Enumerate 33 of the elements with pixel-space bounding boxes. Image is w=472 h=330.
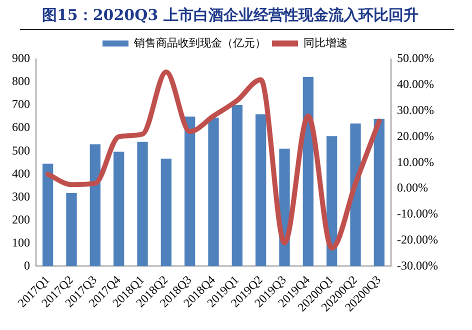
y-tick-label: 100: [12, 235, 30, 250]
bar: [374, 118, 384, 266]
y2-tick-label: 30.00%: [397, 102, 434, 117]
bar: [232, 105, 242, 266]
bar: [114, 152, 124, 266]
legend-label: 同比增速: [304, 36, 348, 50]
y-tick-label: 400: [12, 166, 30, 180]
bar: [256, 114, 266, 266]
y2-tick-label: 0.00%: [397, 180, 428, 195]
y-tick-label: 800: [12, 74, 30, 88]
bar: [208, 118, 219, 266]
y-tick-label: 700: [12, 97, 30, 112]
y-tick-label: 0: [24, 258, 30, 272]
y-tick-label: 200: [12, 212, 30, 226]
y2-tick-label: -10.00%: [397, 206, 438, 221]
bar: [66, 193, 77, 266]
bar: [42, 164, 54, 266]
y2-tick-label: 50.00%: [397, 51, 434, 66]
y2-tick-label: 20.00%: [397, 128, 434, 143]
y-tick-label: 300: [12, 189, 30, 204]
bar: [160, 158, 172, 266]
y2-tick-label: -30.00%: [397, 258, 438, 272]
bar: [90, 144, 100, 266]
y-tick-label: 900: [12, 51, 30, 66]
y2-tick-label: -20.00%: [397, 232, 438, 246]
y2-tick-label: 40.00%: [397, 77, 434, 92]
bar: [137, 142, 148, 266]
y-tick-label: 600: [12, 120, 30, 134]
bar: [184, 116, 196, 266]
y-tick-label: 500: [12, 143, 30, 158]
chart-title: 图15：2020Q3 上市白酒企业经营性现金流入环比回升: [20, 0, 454, 30]
y2-tick-label: 10.00%: [397, 154, 434, 169]
legend-label: 销售商品收到现金（亿元）: [133, 36, 266, 50]
